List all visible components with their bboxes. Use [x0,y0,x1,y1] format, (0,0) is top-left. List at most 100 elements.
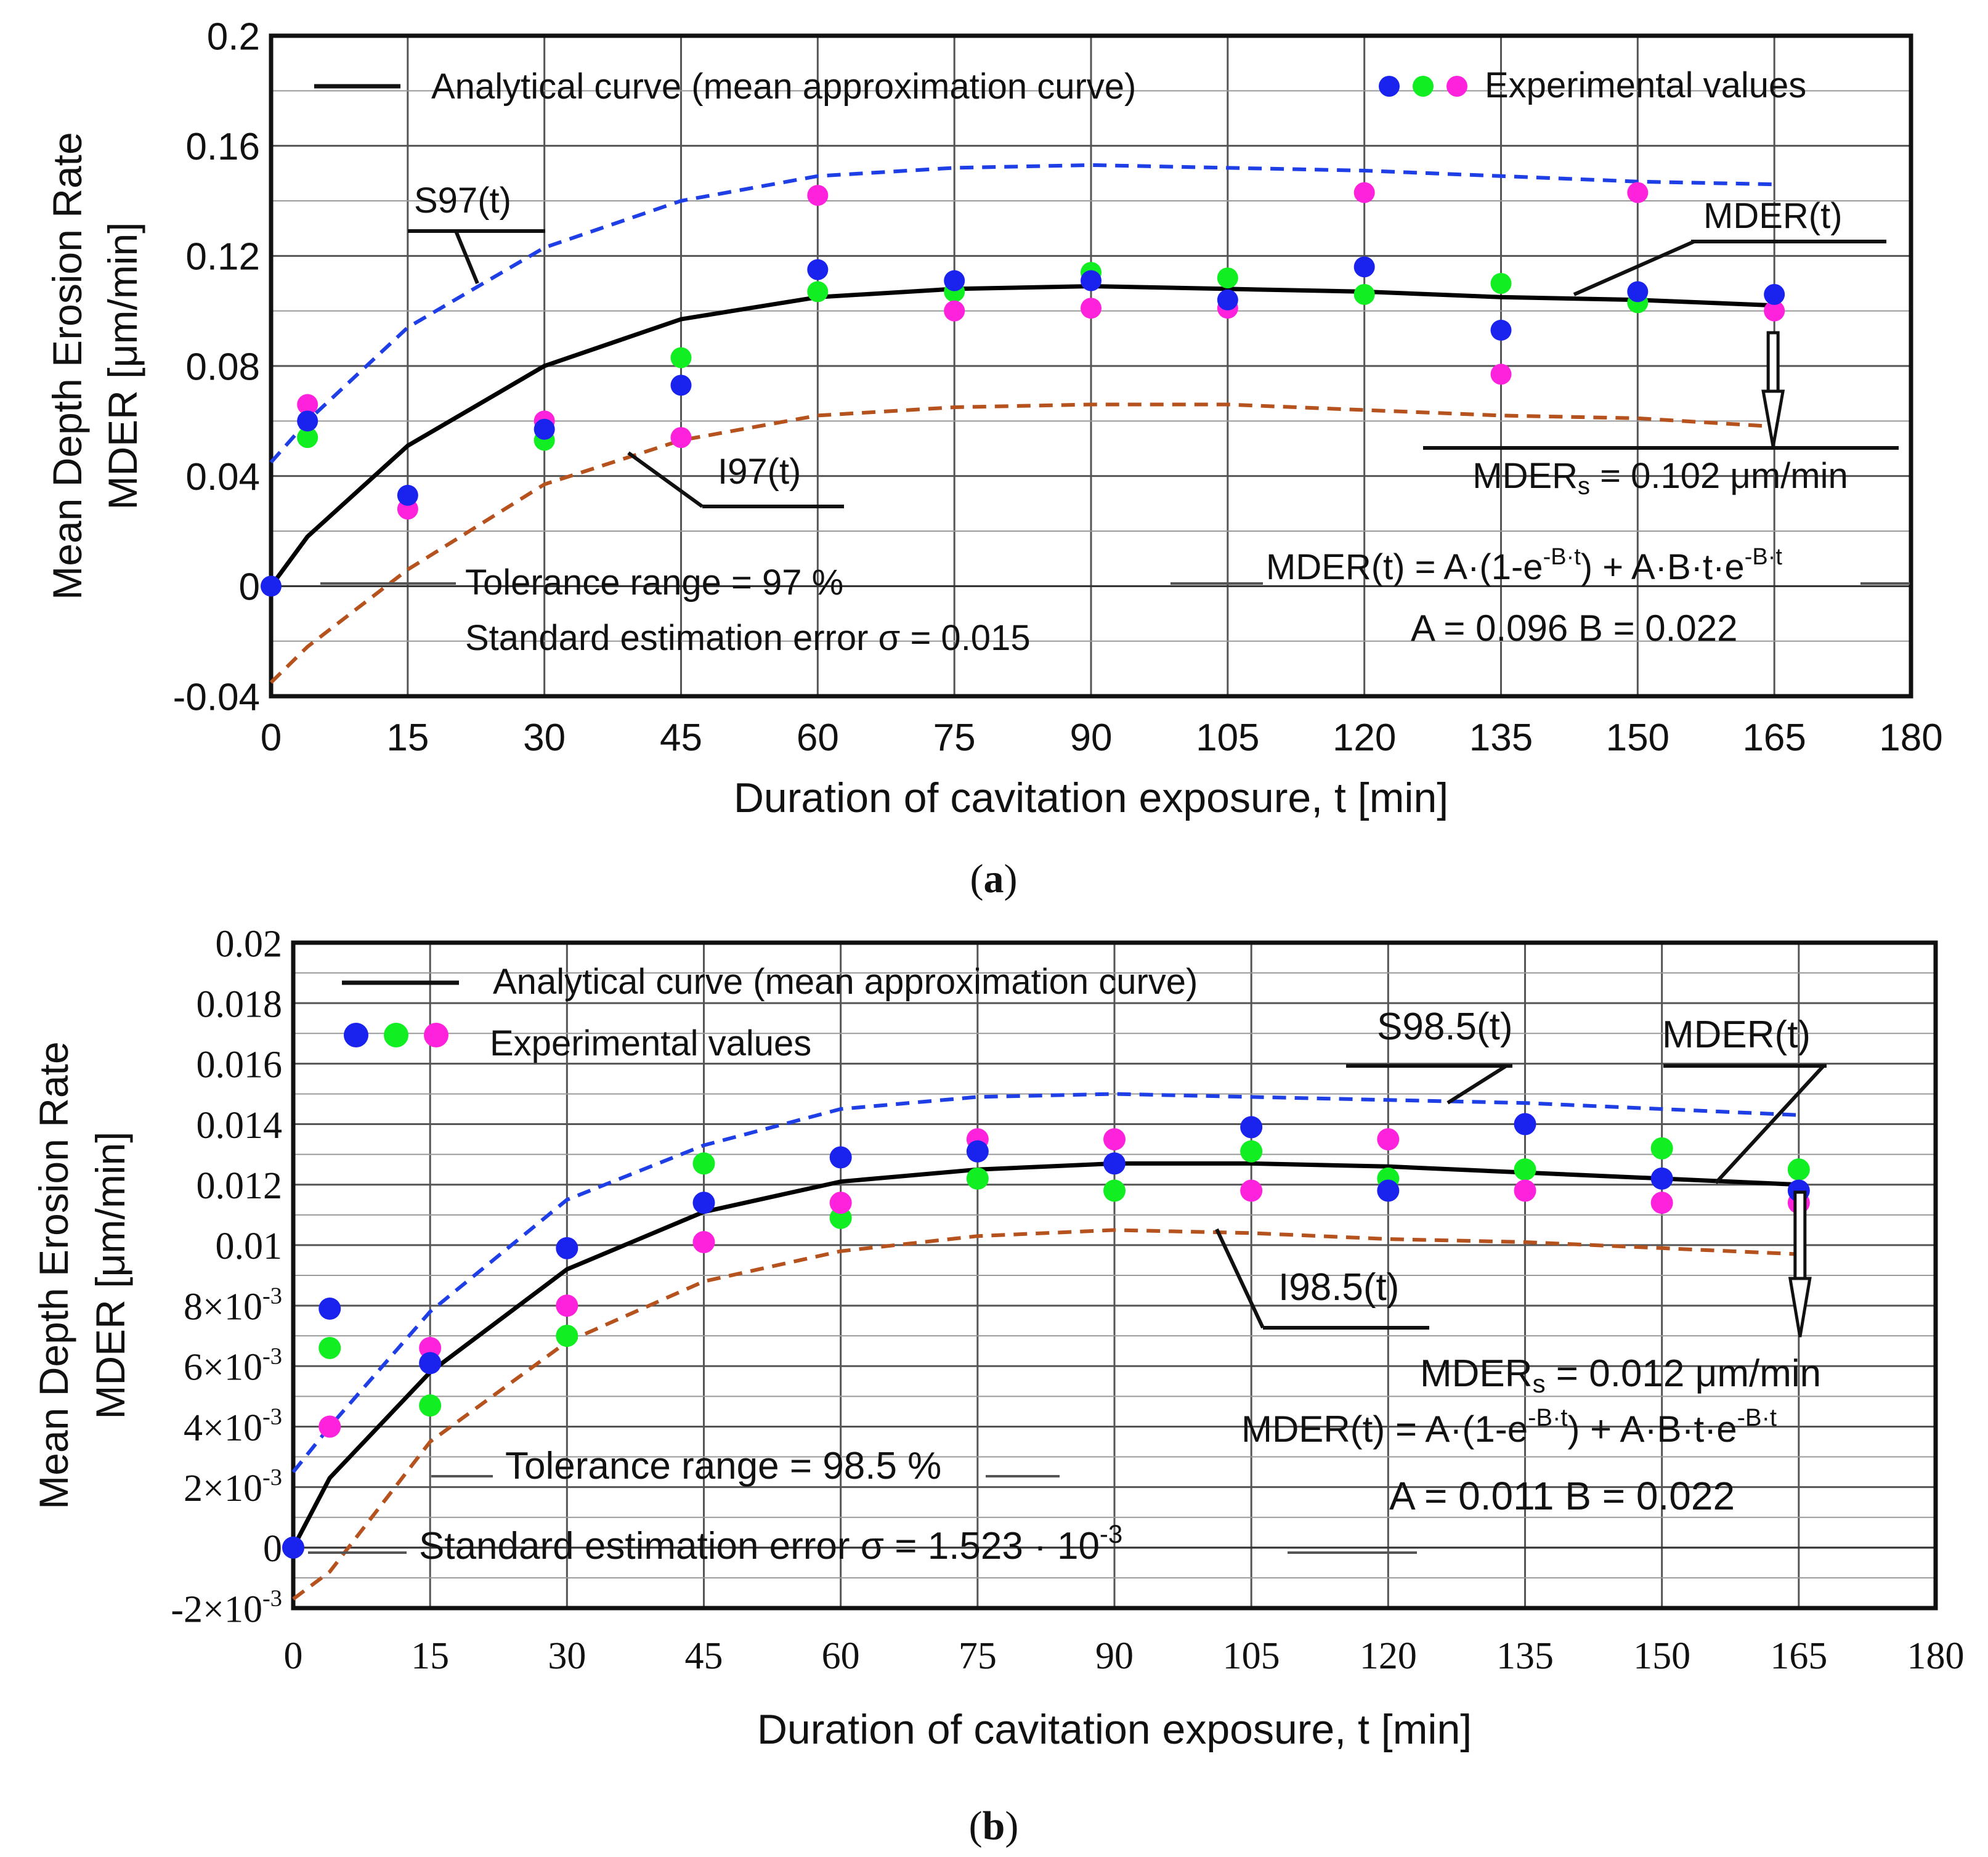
data-point-green [318,1336,341,1359]
y-tick-label: 0.016 [197,1044,283,1086]
y-tick-label: 0.02 [216,923,283,965]
y-tick-label: 0.018 [197,984,283,1026]
lower-tolerance-curve [292,1228,1799,1601]
data-point-magenta [1353,182,1375,203]
x-tick-label: 0 [284,1635,303,1677]
y-tick-label: 0.12 [185,236,260,278]
data-point-blue [1377,1179,1400,1202]
data-point-blue [1764,283,1785,305]
x-tick-label: 135 [1496,1635,1554,1677]
data-point-blue [1217,289,1238,311]
leader-line [1215,1228,1265,1329]
caption-paren: ) [1005,1803,1018,1848]
leader-line [454,230,479,285]
upper-tolerance-curve [269,163,1775,464]
data-point-green [1787,1158,1810,1181]
x-tick-label: 30 [548,1635,586,1677]
mean-curve-label: MDER(t) [1703,196,1843,236]
steady-arrow-head [1761,389,1785,447]
upper-curve-label: S98.5(t) [1377,1006,1513,1048]
caption-paren: ( [969,1803,983,1848]
formula-exponent: -B·t [1528,1404,1567,1431]
x-tick-label: 150 [1606,717,1670,759]
y-tick-label: 6×10-3 [184,1344,282,1389]
tolerance-text: Tolerance range = 98.5 % [505,1445,941,1487]
x-tick-label: 180 [1907,1635,1965,1677]
legend-label-analytical: Analytical curve (mean approximation cur… [493,962,1198,1002]
plot-frame [291,940,1938,1611]
upper-tolerance-curve [291,1092,1799,1473]
data-point-green [556,1325,578,1347]
formula-exponent: -B·t [1737,1404,1777,1431]
steady-prefix: MDER [1420,1352,1533,1395]
y-tick-label: 0.16 [185,126,260,168]
y-tick-label: 0.2 [207,15,260,58]
x-tick-label: 45 [685,1635,723,1677]
panel-caption: (b) [969,1803,1019,1848]
y-axis-label: MDER [μm/min] [87,1131,133,1419]
x-tick-label: 30 [523,717,566,759]
data-point-blue [1353,256,1375,278]
data-point-magenta [1103,1128,1126,1151]
x-tick-label: 120 [1360,1635,1417,1677]
data-point-green [1650,1137,1673,1160]
steady-arrow-shaft [1766,331,1780,393]
data-point-blue [318,1298,341,1320]
data-point-blue [556,1237,578,1259]
data-point-magenta [829,1192,852,1214]
legend-label-experimental: Experimental values [490,1023,811,1063]
chart-panel-b: 0 15 30 45 60 75 90 105 120 135 150 165 180-2×10-302… [31,923,1965,1848]
data-point-blue [1490,319,1512,341]
steady-subscript: s [1533,1369,1546,1398]
x-tick-label: 165 [1742,717,1806,759]
steady-arrow-head [1788,1277,1812,1338]
data-point-blue [297,410,318,432]
x-tick-label: 45 [660,717,702,759]
data-point-green [966,1167,989,1190]
data-point-magenta [297,394,318,415]
steady-value: = 0.012 μm/min [1546,1352,1822,1395]
y-tick-exponent: -3 [262,1283,282,1309]
formula-part: ) + A·B·t·e [1581,547,1745,587]
y-tick-label: -0.04 [173,676,260,718]
y-tick-exponent: -3 [262,1465,282,1490]
data-point-magenta [692,1231,715,1253]
data-point-green [1353,283,1375,305]
data-point-green [297,427,318,449]
x-tick-label: 165 [1770,1635,1827,1677]
data-point-magenta [1240,1179,1263,1202]
y-tick-label: 0.01 [216,1225,283,1267]
leader-line [1714,1064,1825,1185]
legend-label-experimental: Experimental values [1485,65,1806,105]
x-tick-label: 0 [261,717,282,759]
formula-part: MDER(t) = A·(1-e [1266,547,1543,587]
caption-paren: ( [970,856,984,901]
y-tick-label: 0.014 [197,1105,283,1147]
steady-arrow-shaft [1793,1190,1807,1280]
error-text: Standard estimation error σ = 0.015 [465,618,1031,658]
lower-tolerance-curve [269,402,1775,684]
data-point-blue [261,575,282,597]
data-point-green [1514,1158,1536,1181]
data-point-green [1103,1179,1126,1202]
y-tick-mantissa: -2×10 [171,1588,262,1630]
x-tick-label: 150 [1633,1635,1690,1677]
data-point-blue [1103,1152,1126,1175]
data-point-green [807,281,829,303]
data-point-blue [534,418,555,440]
x-tick-label: 90 [1095,1635,1134,1677]
data-point-blue [419,1352,442,1375]
y-tick-label: 0.012 [197,1165,283,1207]
data-point-magenta [1650,1192,1673,1214]
error-text-main: Standard estimation error σ = 1.523 · 10 [419,1525,1100,1567]
data-point-blue [670,375,692,396]
error-text: Standard estimation error σ = 1.523 · 10… [419,1519,1122,1567]
steady-state-label: MDERs = 0.012 μm/min [1420,1352,1821,1398]
error-text-exponent: -3 [1100,1519,1122,1548]
x-tick-label: 120 [1333,717,1396,759]
upper-curve-label: S97(t) [414,181,511,221]
legend-dot-green [384,1023,408,1047]
data-point-magenta [670,427,692,449]
